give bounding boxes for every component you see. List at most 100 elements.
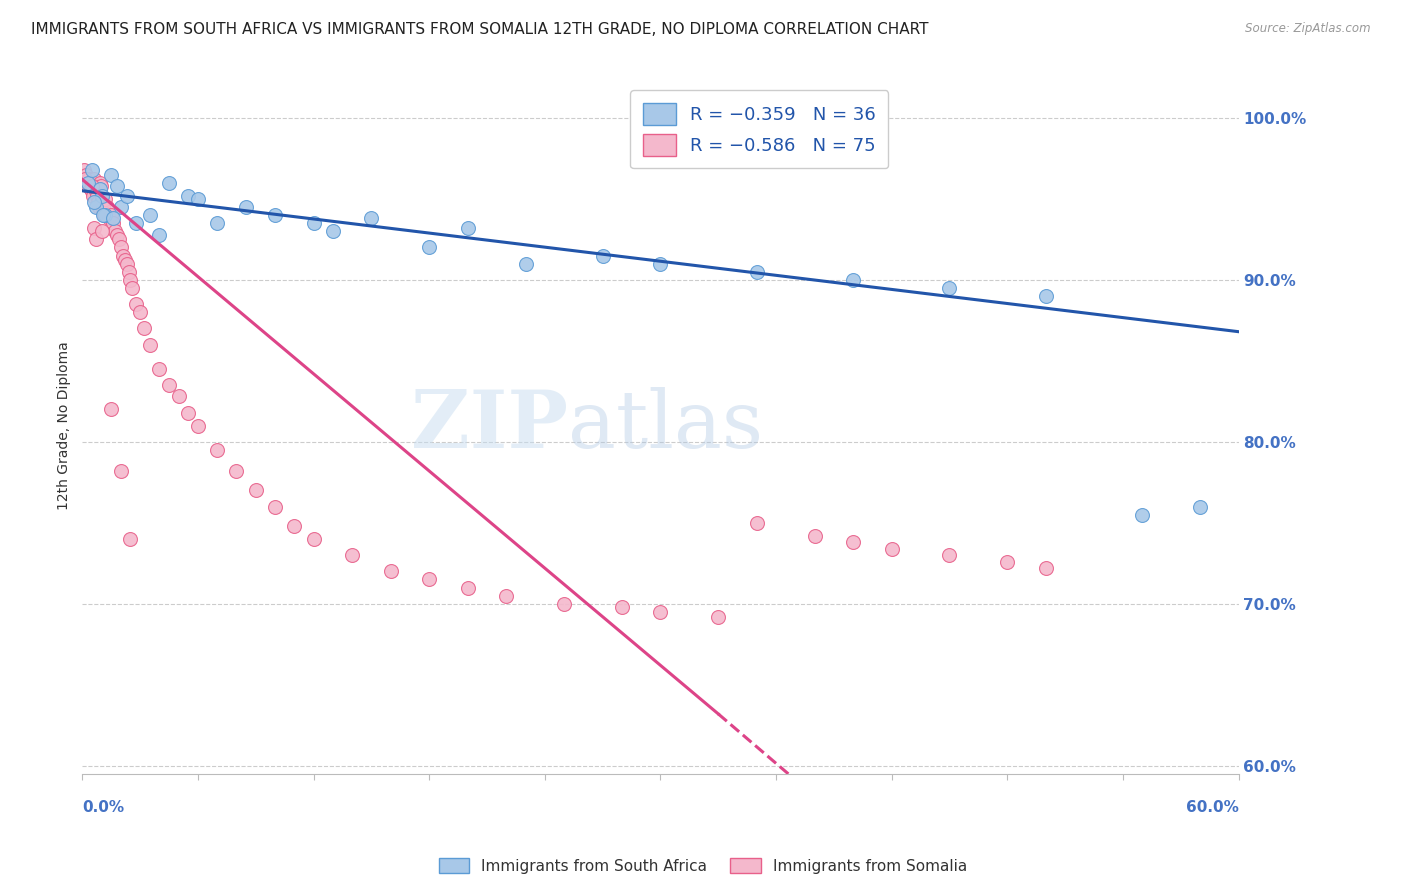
Point — [82, 188, 104, 202]
Text: IMMIGRANTS FROM SOUTH AFRICA VS IMMIGRANTS FROM SOMALIA 12TH GRADE, NO DIPLOMA C: IMMIGRANTS FROM SOUTH AFRICA VS IMMIGRAN… — [31, 22, 928, 37]
Point — [90, 178, 112, 193]
Point — [76, 176, 98, 190]
Point — [86, 188, 108, 202]
Point — [650, 257, 672, 271]
Point — [125, 297, 148, 311]
Point — [80, 182, 103, 196]
Point — [84, 184, 107, 198]
Point — [157, 176, 180, 190]
Point — [105, 227, 128, 242]
Point — [360, 211, 382, 226]
Point — [86, 195, 108, 210]
Point — [93, 208, 115, 222]
Point — [101, 216, 124, 230]
Point — [80, 162, 103, 177]
Point — [114, 253, 136, 268]
Point — [148, 227, 170, 242]
Point — [110, 240, 132, 254]
Text: ZIP: ZIP — [411, 386, 568, 465]
Point — [283, 519, 305, 533]
Point — [77, 178, 100, 193]
Text: 60.0%: 60.0% — [1185, 800, 1239, 815]
Point — [120, 532, 142, 546]
Point — [148, 362, 170, 376]
Point — [83, 178, 105, 193]
Point — [418, 240, 440, 254]
Point — [93, 205, 115, 219]
Point — [77, 176, 100, 190]
Point — [73, 162, 96, 177]
Legend: Immigrants from South Africa, Immigrants from Somalia: Immigrants from South Africa, Immigrants… — [433, 852, 973, 880]
Point — [120, 273, 142, 287]
Point — [100, 168, 122, 182]
Point — [177, 188, 200, 202]
Point — [89, 182, 111, 196]
Point — [104, 224, 127, 238]
Point — [650, 605, 672, 619]
Point — [1130, 508, 1153, 522]
Point — [115, 257, 138, 271]
Point — [457, 221, 479, 235]
Point — [111, 249, 134, 263]
Point — [418, 573, 440, 587]
Point — [264, 500, 287, 514]
Point — [235, 200, 257, 214]
Point — [803, 529, 825, 543]
Point — [129, 305, 152, 319]
Point — [84, 232, 107, 246]
Point — [90, 224, 112, 238]
Text: Source: ZipAtlas.com: Source: ZipAtlas.com — [1246, 22, 1371, 36]
Point — [89, 176, 111, 190]
Point — [610, 599, 633, 614]
Point — [707, 609, 730, 624]
Point — [322, 224, 344, 238]
Point — [745, 265, 768, 279]
Point — [117, 265, 139, 279]
Point — [302, 216, 325, 230]
Point — [100, 402, 122, 417]
Point — [1035, 561, 1057, 575]
Point — [938, 281, 960, 295]
Legend: R = −0.359   N = 36, R = −0.586   N = 75: R = −0.359 N = 36, R = −0.586 N = 75 — [630, 90, 889, 169]
Point — [138, 337, 160, 351]
Point — [880, 541, 903, 556]
Point — [245, 483, 267, 498]
Point — [138, 208, 160, 222]
Point — [75, 172, 97, 186]
Point — [105, 178, 128, 193]
Point — [121, 281, 143, 295]
Point — [110, 464, 132, 478]
Point — [842, 535, 865, 549]
Point — [96, 200, 118, 214]
Point — [553, 597, 575, 611]
Point — [205, 442, 228, 457]
Point — [90, 188, 112, 202]
Point — [745, 516, 768, 530]
Point — [100, 208, 122, 222]
Point — [1188, 500, 1211, 514]
Point — [177, 406, 200, 420]
Point — [101, 211, 124, 226]
Point — [132, 321, 155, 335]
Point — [264, 208, 287, 222]
Point — [110, 200, 132, 214]
Point — [157, 378, 180, 392]
Point — [187, 192, 209, 206]
Point — [1035, 289, 1057, 303]
Point — [115, 188, 138, 202]
Point — [125, 216, 148, 230]
Point — [83, 221, 105, 235]
Point — [75, 168, 97, 182]
Point — [592, 249, 614, 263]
Point — [84, 200, 107, 214]
Point — [515, 257, 537, 271]
Point — [495, 589, 517, 603]
Point — [457, 581, 479, 595]
Point — [90, 192, 112, 206]
Point — [77, 172, 100, 186]
Point — [91, 200, 114, 214]
Point — [380, 565, 402, 579]
Point — [80, 178, 103, 193]
Y-axis label: 12th Grade, No Diploma: 12th Grade, No Diploma — [58, 342, 72, 510]
Point — [94, 192, 117, 206]
